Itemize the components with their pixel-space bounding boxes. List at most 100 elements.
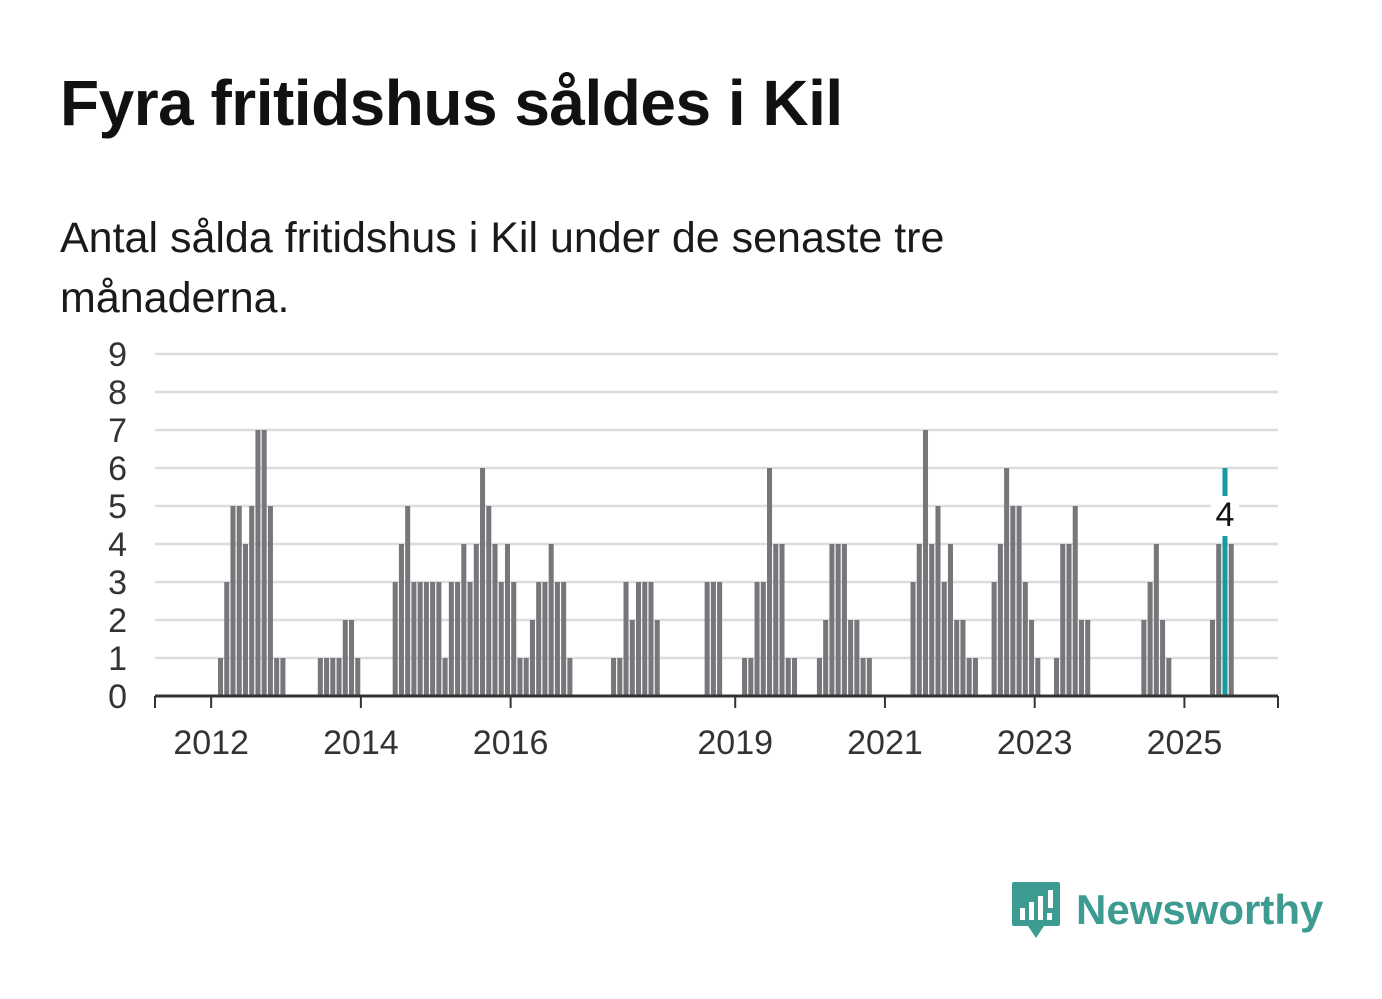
x-tick-label: 2021 xyxy=(847,724,923,762)
bar xyxy=(848,620,854,696)
bar xyxy=(480,468,486,696)
chart-title: Fyra fritidshus såldes i Kil xyxy=(60,67,843,139)
bar xyxy=(748,658,754,696)
bar xyxy=(1029,620,1035,696)
bar xyxy=(860,658,866,696)
bar xyxy=(1060,544,1066,696)
bar xyxy=(635,582,642,696)
bar xyxy=(1147,582,1153,696)
bar xyxy=(504,544,511,696)
bar xyxy=(430,582,436,696)
bar xyxy=(442,658,448,696)
bar xyxy=(274,658,280,696)
bar xyxy=(717,582,723,696)
x-tick-label: 2025 xyxy=(1147,724,1223,762)
newsworthy-logo-icon xyxy=(1012,882,1060,938)
bar xyxy=(392,582,398,696)
y-tick-label: 8 xyxy=(108,374,127,412)
bar xyxy=(486,506,492,696)
bar xyxy=(492,544,498,696)
bar xyxy=(916,544,922,696)
bar-highlight xyxy=(1222,468,1228,696)
bar xyxy=(754,582,760,696)
bar xyxy=(742,658,748,696)
bar xyxy=(617,658,623,696)
bar xyxy=(1160,620,1166,696)
bar xyxy=(760,582,766,696)
bar xyxy=(1216,544,1222,696)
bar xyxy=(1153,544,1159,696)
bar xyxy=(1016,506,1022,696)
bar xyxy=(954,620,960,696)
x-tick-label: 2012 xyxy=(173,724,249,762)
bar xyxy=(947,544,953,696)
brand-name: Newsworthy xyxy=(1076,886,1324,933)
y-tick-label: 9 xyxy=(108,336,127,374)
bar xyxy=(854,620,860,696)
bar xyxy=(972,658,978,696)
bar xyxy=(249,506,255,696)
bar xyxy=(542,582,548,696)
bar xyxy=(1035,658,1041,696)
bar xyxy=(411,582,417,696)
bar xyxy=(785,658,791,696)
y-tick-label: 3 xyxy=(108,564,127,602)
bar xyxy=(941,582,947,696)
bar xyxy=(1085,620,1091,696)
bar xyxy=(623,582,629,696)
bar xyxy=(841,544,847,696)
bar xyxy=(1078,620,1084,696)
bar xyxy=(704,582,710,696)
bar xyxy=(317,658,323,696)
highlight-label-bg xyxy=(1210,496,1239,536)
bar xyxy=(773,544,779,696)
bar xyxy=(455,582,461,696)
x-tick-label: 2014 xyxy=(323,724,399,762)
highlight-value-label: 4 xyxy=(1216,496,1235,534)
bar xyxy=(230,506,236,696)
bar xyxy=(767,468,773,696)
y-tick-label: 4 xyxy=(108,526,127,564)
bar xyxy=(611,658,617,696)
bar xyxy=(554,582,560,696)
y-tick-label: 2 xyxy=(108,602,127,640)
bar xyxy=(330,658,336,696)
bar xyxy=(935,506,941,696)
bar xyxy=(448,582,454,696)
bar xyxy=(217,658,224,696)
bar xyxy=(423,582,429,696)
bar xyxy=(336,658,342,696)
bar xyxy=(398,544,404,696)
bar xyxy=(1022,582,1028,696)
bar xyxy=(467,582,473,696)
bar xyxy=(654,620,660,696)
x-tick-label: 2019 xyxy=(697,724,773,762)
bar xyxy=(561,582,567,696)
chart-subtitle: Antal sålda fritidshus i Kil under de se… xyxy=(60,214,945,322)
bar xyxy=(1010,506,1016,696)
bar xyxy=(1054,658,1060,696)
bars xyxy=(217,430,1234,696)
bar xyxy=(242,544,248,696)
bar xyxy=(548,544,554,696)
bar xyxy=(349,620,355,696)
bar xyxy=(829,544,835,696)
bar xyxy=(523,658,529,696)
bar xyxy=(966,658,972,696)
bar xyxy=(355,658,361,696)
bar xyxy=(473,544,479,696)
bar xyxy=(1228,544,1234,696)
bar xyxy=(866,658,872,696)
y-tick-label: 7 xyxy=(108,412,127,450)
bar xyxy=(1066,544,1072,696)
bar xyxy=(280,658,286,696)
bar xyxy=(1209,620,1216,696)
bar xyxy=(648,582,654,696)
bar xyxy=(710,582,716,696)
bar xyxy=(342,620,348,696)
brand-logo[interactable]: Newsworthy xyxy=(1010,878,1323,942)
bar xyxy=(991,582,997,696)
bar xyxy=(629,620,635,696)
